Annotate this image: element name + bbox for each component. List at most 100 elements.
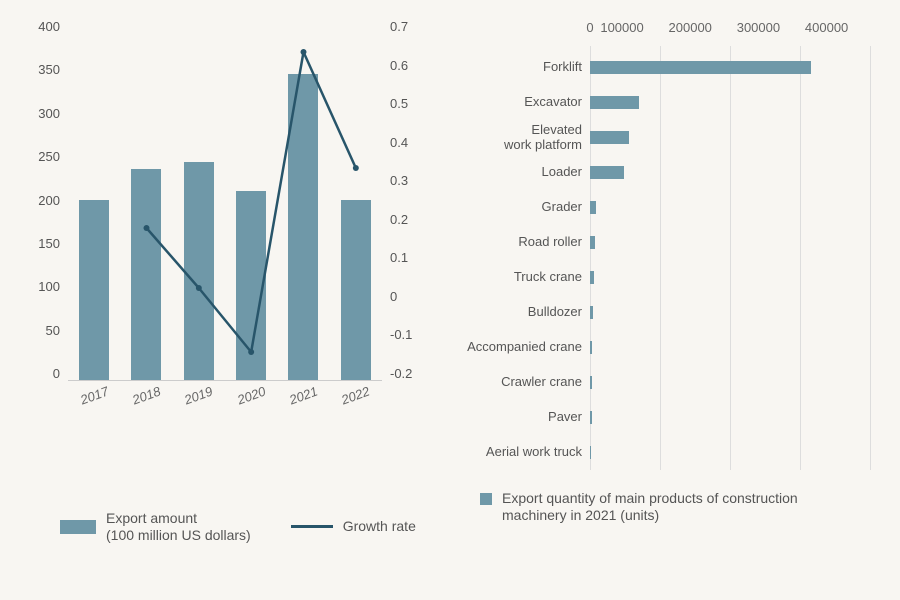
hbar-track xyxy=(590,166,870,179)
x-tick: 2021 xyxy=(287,384,319,408)
hbar-track xyxy=(590,131,870,144)
hbar-row: Bulldozer xyxy=(450,298,870,328)
hbar-track xyxy=(590,236,870,249)
x-top-tick: 300000 xyxy=(737,20,780,46)
hbar-label: Truck crane xyxy=(450,270,590,284)
hbar-track xyxy=(590,61,870,74)
legend-label-bar: Export amount(100 million US dollars) xyxy=(106,510,251,544)
y-axis-left: 400 350 300 250 200 150 100 50 0 xyxy=(20,20,60,380)
x-top-tick: 0 xyxy=(586,20,593,46)
hbar-label: Bulldozer xyxy=(450,305,590,319)
growth-polyline xyxy=(147,52,356,352)
y-left-tick: 150 xyxy=(20,237,60,250)
hbar-fill xyxy=(590,131,629,144)
hbar-label: Excavator xyxy=(450,95,590,109)
export-quantity-chart: 0100000200000300000400000 ForkliftExcava… xyxy=(450,20,880,470)
y-left-tick: 100 xyxy=(20,280,60,293)
x-tick: 2020 xyxy=(235,384,267,408)
y-right-tick: 0 xyxy=(390,290,430,303)
x-tick: 2018 xyxy=(130,384,162,408)
x-axis-top: 0100000200000300000400000 xyxy=(590,20,870,46)
hbar-fill xyxy=(590,271,594,284)
hbar-fill xyxy=(590,61,811,74)
y-right-tick: 0.5 xyxy=(390,97,430,110)
hbar-row: Paver xyxy=(450,403,870,433)
square-swatch-icon xyxy=(480,493,492,505)
right-panel: 0100000200000300000400000 ForkliftExcava… xyxy=(450,20,880,590)
line-marker xyxy=(353,165,359,171)
y-right-tick: 0.2 xyxy=(390,213,430,226)
hbar-rows-container: Forklift Excavator Elevatedwork platform Lo… xyxy=(450,50,870,470)
growth-line xyxy=(68,20,382,380)
hbar-track xyxy=(590,341,870,354)
x-tick: 2017 xyxy=(78,384,110,408)
x-axis-labels: 201720182019202020212022 xyxy=(68,388,382,403)
hbar-fill xyxy=(590,376,592,389)
line-marker xyxy=(301,49,307,55)
hbar-fill xyxy=(590,306,593,319)
hbar-row: Forklift xyxy=(450,53,870,83)
y-right-tick: 0.4 xyxy=(390,136,430,149)
hbar-label: Forklift xyxy=(450,60,590,74)
hbar-label: Paver xyxy=(450,410,590,424)
hbar-track xyxy=(590,376,870,389)
right-chart-legend: Export quantity of main products of cons… xyxy=(450,490,880,524)
hbar-fill xyxy=(590,236,595,249)
y-left-tick: 0 xyxy=(20,367,60,380)
hbar-track xyxy=(590,411,870,424)
x-top-tick: 400000 xyxy=(805,20,848,46)
hbar-label: Grader xyxy=(450,200,590,214)
hbar-label: Elevatedwork platform xyxy=(450,123,590,152)
hbar-row: Crawler crane xyxy=(450,368,870,398)
page: 400 350 300 250 200 150 100 50 0 0.7 0.6 0.5 0.4 0.3… xyxy=(0,0,900,600)
hbar-row: Excavator xyxy=(450,88,870,118)
hbar-track xyxy=(590,306,870,319)
y-right-tick: -0.2 xyxy=(390,367,430,380)
bar-swatch-icon xyxy=(60,520,96,534)
y-right-tick: 0.3 xyxy=(390,174,430,187)
hbar-row: Loader xyxy=(450,158,870,188)
hbar-track xyxy=(590,446,870,459)
hbar-fill xyxy=(590,446,591,459)
x-tick: 2019 xyxy=(183,384,215,408)
hbar-fill xyxy=(590,411,592,424)
line-swatch-icon xyxy=(291,525,333,528)
hbar-row: Elevatedwork platform xyxy=(450,123,870,153)
hbar-label: Accompanied crane xyxy=(450,340,590,354)
legend-label-line: Growth rate xyxy=(343,518,416,535)
y-axis-right: 0.70.60.50.40.30.20.10-0.1-0.2 xyxy=(390,20,430,380)
line-marker xyxy=(248,349,254,355)
export-growth-chart: 400 350 300 250 200 150 100 50 0 0.7 0.6 0.5 0.4 0.3… xyxy=(20,20,430,450)
hbar-row: Aerial work truck xyxy=(450,438,870,468)
legend-item-line: Growth rate xyxy=(291,518,416,535)
y-left-tick: 50 xyxy=(20,324,60,337)
y-left-tick: 250 xyxy=(20,150,60,163)
legend-label-right: Export quantity of main products of cons… xyxy=(502,490,822,524)
hbar-track xyxy=(590,96,870,109)
left-chart-legend: Export amount(100 million US dollars) Gr… xyxy=(20,510,430,544)
hbar-fill xyxy=(590,166,624,179)
x-top-tick: 200000 xyxy=(669,20,712,46)
y-left-tick: 300 xyxy=(20,107,60,120)
hbar-label: Aerial work truck xyxy=(450,445,590,459)
y-left-tick: 400 xyxy=(20,20,60,33)
legend-item-bar: Export amount(100 million US dollars) xyxy=(60,510,251,544)
left-panel: 400 350 300 250 200 150 100 50 0 0.7 0.6 0.5 0.4 0.3… xyxy=(20,20,430,590)
hbar-label: Road roller xyxy=(450,235,590,249)
y-right-tick: 0.7 xyxy=(390,20,430,33)
hbar-fill xyxy=(590,201,596,214)
hbar-track xyxy=(590,201,870,214)
y-left-tick: 350 xyxy=(20,63,60,76)
y-right-tick: 0.1 xyxy=(390,251,430,264)
x-tick: 2022 xyxy=(340,384,372,408)
plot-area xyxy=(68,20,382,381)
hbar-row: Grader xyxy=(450,193,870,223)
gridline xyxy=(870,46,871,470)
y-right-tick: 0.6 xyxy=(390,59,430,72)
hbar-fill xyxy=(590,96,639,109)
hbar-track xyxy=(590,271,870,284)
hbar-label: Crawler crane xyxy=(450,375,590,389)
hbar-row: Truck crane xyxy=(450,263,870,293)
hbar-fill xyxy=(590,341,592,354)
y-left-tick: 200 xyxy=(20,194,60,207)
